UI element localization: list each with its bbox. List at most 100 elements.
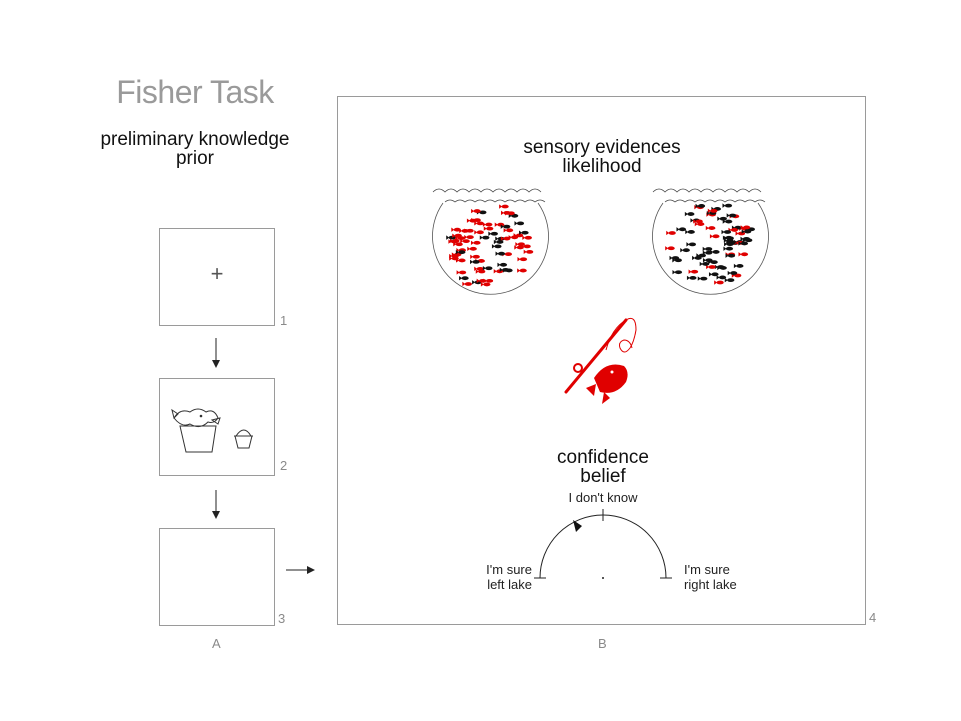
red-fish-icon [475,269,486,274]
frame-number-4: 4 [869,610,877,625]
prior-line1: preliminary knowledge [100,129,290,150]
red-fish-icon [453,242,463,247]
black-fish-icon [495,251,506,256]
black-fish-icon [686,242,697,247]
red-fish-icon [517,257,528,262]
black-fish-icon [482,266,493,271]
black-fish-icon [669,255,680,261]
black-fish-icon [680,248,690,253]
red-fish-icon [666,230,676,236]
frame-4-main [337,96,866,625]
red-fish-icon [467,246,477,252]
black-fish-icon [697,276,708,281]
belief-line2: belief [580,466,626,487]
scale-label-left: I'm sure left lake [452,562,532,592]
red-fish-icon [449,238,460,244]
red-fish-icon [514,245,524,250]
black-fish-icon [676,227,687,232]
black-fish-icon [686,275,697,281]
red-fish-icon [470,240,481,246]
black-fish-icon [488,231,498,236]
black-fish-icon [724,241,734,247]
fishing-rod-icon [564,317,637,394]
black-fish-icon [708,272,719,277]
red-fish-icon [707,208,718,214]
red-fish-icon [456,270,467,275]
black-fish-icon [708,259,718,265]
bucket-icon [234,429,253,449]
basket-icon [171,408,221,453]
black-fish-icon [714,264,725,270]
panel-label-b: B [598,636,607,651]
red-fish-icon [482,222,493,227]
frame-number-1: 1 [280,313,288,328]
scale-label-top: I don't know [568,490,638,505]
prior-caption: preliminary knowledge prior [80,130,310,168]
black-fish-icon [716,275,727,280]
belief-caption: confidence belief [523,448,683,486]
black-fish-icon [500,224,511,229]
red-fish-icon [474,230,484,235]
waves-right-inner [664,199,766,203]
black-fish-icon [684,211,695,217]
scale-cursor-icon[interactable] [573,520,582,532]
black-fish-icon [724,277,735,283]
likelihood-line1: sensory evidences [523,137,681,158]
black-fish-icon [742,238,753,243]
black-fish-icon [738,241,749,246]
red-fish-icon [470,254,480,259]
red-fish-icon [688,269,699,274]
black-fish-icon [479,235,490,240]
black-fish-icon [672,270,683,275]
prior-line2: prior [175,148,214,169]
red-fish-icon [499,204,509,209]
red-fish-icon [517,268,527,273]
waves-left-inner [444,199,546,203]
confidence-arc [539,514,667,579]
waves-right [652,188,762,193]
red-fish-icon [483,226,494,231]
red-fish-icon [462,281,472,287]
black-fish-icon [727,270,738,276]
black-fish-icon [493,239,504,245]
black-fish-icon [491,244,502,249]
black-fish-icon [459,275,469,281]
belief-line1: confidence [557,447,649,468]
black-fish-icon [514,221,525,226]
caught-fish-icon [586,364,628,404]
black-fish-icon [455,249,466,255]
scale-center-dot [602,577,604,579]
black-fish-icon [702,258,713,263]
red-fish-icon [460,238,470,244]
black-fish-icon [696,253,706,258]
scale-left-line1: I'm sure [486,562,532,577]
black-fish-icon [741,229,752,234]
fish-school-left [446,204,534,287]
lake-bowl-left [432,202,549,295]
red-fish-icon [500,236,511,241]
red-fish-icon [709,234,720,239]
black-fish-icon [499,267,510,273]
red-fish-icon [523,249,534,255]
red-fish-icon [705,225,716,231]
black-fish-icon [497,262,508,267]
red-fish-icon [665,246,675,251]
black-fish-icon [446,235,456,240]
black-fish-icon [717,216,727,221]
black-fish-icon [721,229,732,235]
black-fish-icon [726,213,737,218]
red-fish-icon [451,227,461,232]
page-title: Fisher Task [116,74,274,110]
frame-2-baskets [159,378,275,476]
likelihood-line2: likelihood [562,156,642,177]
red-fish-icon [740,225,751,230]
waves-left [432,188,542,193]
black-fish-icon [695,203,706,209]
red-fish-icon [505,211,515,216]
red-fish-icon [464,234,474,240]
left-lake [432,188,549,295]
red-fish-icon [474,221,484,226]
fish-school-right [665,203,755,285]
frame-number-3: 3 [278,611,286,626]
